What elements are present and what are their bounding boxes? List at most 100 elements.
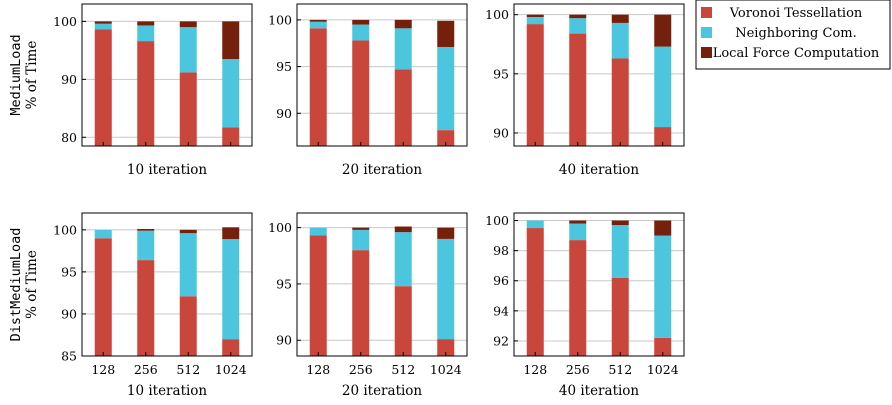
y-tick-label: 96 [493,273,509,288]
chart-panel-1-0: 85 90 95 100 128 256 512 1024 10 iteration [53,212,253,399]
legend-label-local: Local Force Computation [713,46,880,61]
axes-frame [81,212,253,357]
bar-segment-local [352,227,370,230]
panel-caption: 10 iteration [127,162,208,178]
axes-frame [296,3,468,147]
bar-segment-neighbor [179,27,197,73]
y-tick-label: 100 [268,12,292,27]
y-tick-label: 90 [61,72,77,87]
bar-segment-local [394,19,412,29]
y-tick-label: 90 [276,106,292,121]
bar-segment-voronoi [437,339,455,356]
y-tick-label: 92 [493,333,509,348]
axes-frame [296,212,468,357]
bar-segment-voronoi [179,296,197,356]
bar-segment-voronoi [394,69,412,146]
legend-swatch-neighbor [701,27,712,38]
row-label-1: DistMediumLoad% of Time [8,228,40,342]
bar-segment-local [222,21,240,60]
y-tick-label: 80 [61,130,77,145]
bar-segment-local [137,21,155,26]
chart-panel-0-0: 80 90 100 10 iteration [53,3,253,178]
y-tick-label: 98 [493,243,509,258]
legend-label-neighbor: Neighboring Com. [735,26,857,41]
bar-segment-local [569,14,587,19]
chart-panel-1-1: 90 95 100 128 256 512 1024 20 iteration [268,212,468,399]
bar-segment-local [611,14,629,23]
y-tick-label: 90 [276,333,292,348]
row-dataset-name: DistMediumLoad [8,228,24,342]
panel-caption: 20 iteration [342,383,423,399]
x-tick-label: 128 [523,362,547,377]
panel-caption: 40 iteration [559,162,640,178]
x-tick-label: 256 [349,362,373,377]
bar-segment-local [179,229,197,234]
y-tick-label: 100 [485,7,509,22]
bar-segment-neighbor [611,225,629,278]
bar-segment-local [526,14,544,18]
bar-segment-local [352,19,370,25]
axes-frame [513,3,685,147]
x-tick-label: 512 [391,362,415,377]
bar-segment-neighbor [179,233,197,297]
bar-segment-voronoi [222,339,240,356]
bar-segment-local [654,220,672,236]
bar-segment-neighbor [137,25,155,42]
bar-segment-local [437,227,455,239]
bar-segment-local [437,20,455,47]
panel-caption: 40 iteration [559,383,640,399]
bar-segment-local [222,227,240,240]
y-tick-label: 95 [276,276,292,291]
legend-swatch-voronoi [701,7,712,18]
bar-segment-neighbor [654,46,672,128]
y-tick-label: 90 [493,125,509,140]
bar-segment-neighbor [309,21,327,29]
bar-segment-voronoi [569,240,587,356]
x-tick-label: 512 [608,362,632,377]
chart-panel-1-2: 92 94 96 98 100 128 256 512 1024 40 iteration [485,212,685,399]
bar-segment-neighbor [394,28,412,70]
x-tick-label: 512 [176,362,200,377]
bar-segment-neighbor [94,229,112,239]
bar-segment-neighbor [437,238,455,340]
y-tick-label: 100 [268,220,292,235]
x-tick-label: 128 [306,362,330,377]
y-tick-label: 100 [53,14,77,29]
bar-segment-voronoi [94,238,112,356]
panel-caption: 20 iteration [342,162,423,178]
bar-segment-neighbor [611,22,629,59]
bar-segment-local [394,226,412,233]
row-dataset-name: MediumLoad [8,34,24,115]
bar-segment-voronoi [654,337,672,356]
bar-segment-neighbor [352,24,370,41]
chart-panel-0-1: 90 95 100 20 iteration [268,3,468,178]
bar-segment-local [137,228,155,231]
bar-segment-voronoi [611,58,629,146]
bar-segment-neighbor [394,232,412,287]
y-tick-label: 90 [61,306,77,321]
row-ylabel: % of Time [24,41,40,110]
bar-segment-voronoi [526,228,544,356]
bar-segment-voronoi [137,260,155,356]
x-tick-label: 1024 [215,362,247,377]
axes-frame [513,212,685,357]
bar-segment-voronoi [137,41,155,147]
legend-label-voronoi: Voronoi Tessellation [729,6,863,21]
bar-segment-voronoi [437,130,455,146]
y-tick-label: 95 [493,66,509,81]
x-tick-label: 256 [134,362,158,377]
bar-segment-local [179,21,197,28]
bar-segment-neighbor [569,18,587,34]
bar-segment-neighbor [526,17,544,25]
bar-segment-voronoi [352,250,370,356]
legend: Voronoi Tessellation Neighboring Com. Loca… [695,0,891,70]
bar-segment-neighbor [222,59,240,128]
bar-segment-local [569,220,587,224]
bar-segment-voronoi [654,127,672,146]
y-tick-label: 95 [276,59,292,74]
bar-segment-voronoi [309,235,327,356]
bar-segment-voronoi [222,127,240,146]
bar-segment-voronoi [394,286,412,356]
bar-segment-voronoi [526,24,544,146]
bar-segment-neighbor [654,235,672,338]
